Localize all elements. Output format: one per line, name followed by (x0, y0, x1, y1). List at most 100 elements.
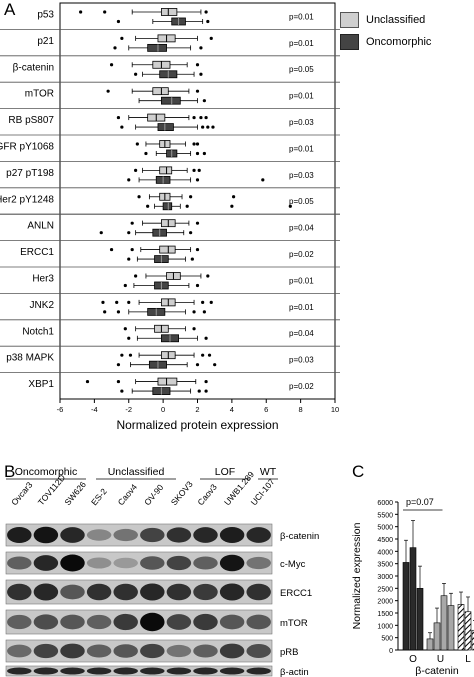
bar-L (457, 604, 465, 651)
blot-band (33, 526, 59, 544)
x-tick-label: 4 (230, 405, 234, 414)
outlier-oncomorphic (127, 257, 131, 261)
outlier-oncomorphic (213, 363, 217, 367)
outlier-unclassified (101, 300, 105, 304)
row-label: Her3 (32, 274, 54, 285)
panel-a-letter: A (4, 0, 16, 19)
blot-band (60, 554, 85, 572)
bar-U (440, 595, 448, 651)
outlier-unclassified (85, 379, 90, 384)
row-pvalue: p=0.03 (289, 118, 314, 127)
blot-band (166, 583, 192, 601)
legend-label-unclassified: Unclassified (366, 14, 426, 26)
outlier-unclassified (199, 115, 203, 120)
blot-band (33, 667, 59, 675)
box-unclassified (159, 166, 173, 175)
box-unclassified (157, 377, 178, 386)
row-label: p38 MAPK (6, 353, 54, 364)
blot-group-label: LOF (215, 466, 235, 478)
bar-O (409, 547, 417, 651)
row-pvalue: p=0.02 (289, 250, 314, 259)
outlier-unclassified (195, 89, 200, 93)
y-tick-label: 4500 (377, 537, 393, 544)
outlier-oncomorphic (127, 178, 131, 182)
blot-lane-label: SKOV3 (169, 479, 195, 507)
outlier-oncomorphic (116, 310, 121, 314)
outlier-oncomorphic (199, 46, 203, 50)
bar-O (402, 562, 410, 651)
blot-band (60, 643, 85, 659)
blot-band (113, 557, 138, 569)
blot-band (193, 583, 218, 601)
outlier-oncomorphic (116, 19, 121, 24)
row-pvalue: p=0.03 (289, 356, 314, 365)
row-pvalue: p=0.04 (289, 224, 314, 233)
blot-band (86, 557, 112, 569)
blot-lane-label: ES-2 (89, 486, 109, 507)
y-tick-label: 1500 (377, 611, 393, 618)
bar-O (416, 588, 424, 651)
outlier-oncomorphic (146, 204, 150, 208)
outlier-oncomorphic (211, 125, 215, 129)
blot-band (140, 556, 165, 570)
outlier-oncomorphic (144, 151, 148, 156)
blot-band (113, 528, 138, 542)
outlier-unclassified (106, 89, 110, 93)
blot-band (166, 527, 192, 543)
outlier-unclassified (197, 168, 201, 172)
outlier-unclassified (127, 300, 131, 304)
row-pvalue: p=0.01 (289, 276, 314, 285)
y-tick-label: 1000 (377, 623, 393, 630)
y-tick-label: 3500 (377, 562, 393, 569)
blot-band (219, 614, 245, 630)
outlier-oncomorphic (204, 389, 208, 393)
outlier-oncomorphic (127, 336, 131, 340)
row-pvalue: p=0.02 (289, 382, 314, 391)
outlier-unclassified (130, 247, 134, 252)
outlier-oncomorphic (206, 125, 210, 129)
outlier-oncomorphic (195, 283, 200, 288)
outlier-unclassified (189, 195, 193, 199)
blot-band (7, 667, 32, 675)
outlier-unclassified (103, 10, 107, 14)
outlier-unclassified (201, 300, 205, 304)
blot-lane-label: Ovcar3 (9, 480, 34, 508)
y-tick-label: 5500 (377, 512, 393, 519)
y-axis-title: Normalized expression (351, 522, 363, 629)
blot-band (86, 614, 112, 630)
row-pvalue: p=0.04 (289, 329, 314, 338)
outlier-oncomorphic (127, 231, 131, 235)
legend-label-oncomorphic: Oncomorphic (366, 36, 432, 48)
blot-lane-label: Caov3 (195, 482, 219, 507)
outlier-oncomorphic (190, 257, 194, 261)
blot-band (246, 556, 271, 570)
box-oncomorphic (161, 96, 181, 105)
outlier-oncomorphic (288, 204, 292, 208)
outlier-unclassified (116, 379, 121, 384)
outlier-oncomorphic (230, 204, 234, 208)
x-tick-label: 8 (299, 405, 303, 414)
boxplot-chart: -6 -4 -2 0 2 4 6 8 10 p53 p=0.01 p21 p=0.01 β-catenin… (0, 2, 340, 414)
y-tick-label: 500 (381, 636, 393, 643)
y-tick-label: 5000 (377, 525, 393, 532)
outlier-oncomorphic (202, 151, 206, 156)
outlier-unclassified (120, 36, 124, 40)
blot-band (33, 583, 59, 601)
blot-band (166, 614, 192, 630)
row-label: p27 pT198 (6, 168, 54, 179)
legend-item-unclassified: Unclassified (340, 10, 431, 30)
outlier-unclassified (209, 36, 213, 40)
outlier-oncomorphic (195, 151, 200, 156)
blot-band (7, 583, 32, 601)
outlier-oncomorphic (195, 363, 200, 367)
boxplot-x-axis-title: Normalized protein expression (116, 418, 279, 432)
blot-band (140, 527, 165, 543)
blot-band (193, 556, 218, 570)
outlier-oncomorphic (185, 204, 189, 208)
blot-band (246, 527, 271, 543)
bar-chart: 0 500 1000 1500 2000 2500 3000 3500 4000 4500 5000… (351, 497, 474, 677)
outlier-oncomorphic (199, 72, 203, 76)
blot-band (86, 667, 112, 675)
row-label: mTOR (25, 89, 54, 100)
row-label: p21 (37, 36, 54, 47)
